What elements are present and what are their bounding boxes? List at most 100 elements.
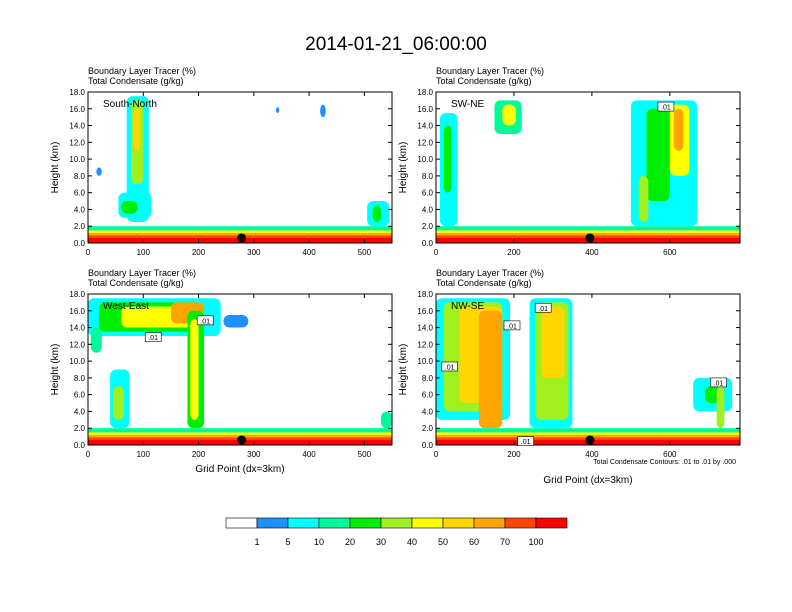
x-tick-label: 200: [192, 248, 206, 257]
y-tick-label: 8.0: [422, 374, 434, 383]
x-tick-label: 100: [137, 450, 151, 459]
y-tick-label: 10.0: [69, 357, 85, 366]
x-tick-label: 500: [358, 248, 372, 257]
y-tick-label: 6.0: [74, 391, 86, 400]
plot-frame: [87, 91, 393, 244]
y-tick-label: 4.0: [422, 407, 434, 416]
colorbar-swatch: [411, 517, 444, 529]
colorbar-swatch: [256, 517, 289, 529]
x-tick-label: 100: [137, 248, 151, 257]
contour-label-box: [441, 361, 458, 372]
y-tick-label: 0.0: [74, 441, 86, 450]
y-tick-label: 14.0: [69, 122, 85, 131]
y-tick-label: 18.0: [69, 88, 85, 97]
x-tick-label: 600: [663, 450, 677, 459]
tracer-region: [478, 310, 503, 429]
tracer-region: [646, 108, 670, 202]
y-axis-label: Height (km): [398, 142, 409, 194]
colorbar-label: 40: [407, 537, 417, 547]
y-tick-label: 10.0: [417, 357, 433, 366]
tracer-region: [380, 411, 392, 429]
y-tick-label: 2.0: [74, 222, 86, 231]
site-marker: [237, 233, 247, 243]
x-tick-label: 400: [302, 450, 316, 459]
contour-label: .01: [661, 105, 671, 112]
colorbar-label: 100: [528, 537, 543, 547]
plot-frame: [435, 293, 741, 446]
colorbar-swatch: [535, 517, 568, 529]
y-tick-label: 10.0: [417, 155, 433, 164]
field-label-tracer: Boundary Layer Tracer (%): [436, 268, 544, 278]
y-tick-label: 18.0: [69, 290, 85, 299]
x-tick-label: 300: [247, 248, 261, 257]
y-tick-label: 0.0: [422, 441, 434, 450]
plot-frame: [435, 91, 741, 244]
chart-title: 2014-01-21_06:00:00: [305, 34, 487, 55]
y-tick-label: 6.0: [74, 189, 86, 198]
y-tick-label: 18.0: [417, 88, 433, 97]
contour-label-box: [657, 101, 675, 112]
contour-label: .01: [714, 380, 724, 387]
tracer-region: [502, 104, 516, 126]
tracer-region: [90, 327, 102, 353]
x-axis-label: Grid Point (dx=3km): [195, 464, 284, 475]
y-tick-label: 14.0: [417, 122, 433, 131]
x-tick-label: 500: [358, 450, 372, 459]
panel-name: SW-NE: [451, 99, 484, 110]
site-marker: [585, 233, 595, 243]
contour-label: .01: [538, 306, 548, 313]
tracer-region: [443, 125, 452, 193]
y-tick-label: 14.0: [69, 324, 85, 333]
y-tick-label: 16.0: [69, 105, 85, 114]
contour-label-box: [503, 320, 521, 331]
contour-label: .01: [200, 318, 210, 325]
y-tick-label: 4.0: [74, 205, 86, 214]
contour-label-box: [534, 302, 552, 313]
colorbar-swatch: [318, 517, 351, 529]
colorbar-label: 1: [254, 537, 259, 547]
y-tick-label: 16.0: [417, 105, 433, 114]
colorbar-label: 20: [345, 537, 355, 547]
y-tick-label: 12.0: [417, 138, 433, 147]
y-tick-label: 4.0: [74, 407, 86, 416]
colorbar-label: 70: [500, 537, 510, 547]
tracer-region: [638, 175, 649, 223]
colorbar-label: 60: [469, 537, 479, 547]
x-tick-label: 0: [434, 248, 439, 257]
y-tick-label: 4.0: [422, 205, 434, 214]
tracer-region: [673, 108, 684, 151]
y-axis-label: Height (km): [50, 142, 61, 194]
y-tick-label: 10.0: [69, 155, 85, 164]
tracer-region: [96, 167, 102, 176]
panel-south-north: Boundary Layer Tracer (%)Total Condensat…: [50, 66, 393, 257]
site-marker: [585, 435, 595, 445]
y-axis-label: Height (km): [398, 344, 409, 396]
colorbar-label: 5: [285, 537, 290, 547]
x-tick-label: 300: [247, 450, 261, 459]
colorbar-swatch: [349, 517, 382, 529]
panel-nw-se: Boundary Layer Tracer (%)Total Condensat…: [398, 268, 741, 459]
y-tick-label: 12.0: [69, 138, 85, 147]
x-tick-label: 0: [86, 248, 91, 257]
y-tick-label: 0.0: [74, 239, 86, 248]
tracer-region: [223, 314, 249, 328]
field-label-tracer: Boundary Layer Tracer (%): [88, 268, 196, 278]
panel-name: NW-SE: [451, 301, 484, 312]
x-tick-label: 0: [86, 450, 91, 459]
field-label-tracer: Boundary Layer Tracer (%): [436, 66, 544, 76]
y-tick-label: 16.0: [417, 307, 433, 316]
field-label-tracer: Boundary Layer Tracer (%): [88, 66, 196, 76]
site-marker: [237, 435, 247, 445]
y-tick-label: 0.0: [422, 239, 434, 248]
x-tick-label: 400: [585, 248, 599, 257]
contour-label-box: [144, 332, 162, 342]
field-label-condensate: Total Condensate (g/kg): [88, 278, 184, 288]
contour-label: .01: [521, 439, 531, 446]
panel-name: West-East: [103, 301, 149, 312]
x-tick-label: 600: [663, 248, 677, 257]
contour-label-box: [517, 436, 534, 446]
y-tick-label: 14.0: [417, 324, 433, 333]
tracer-region: [112, 386, 124, 420]
contour-note: Total Condensate Contours: .01 to .01 by…: [593, 459, 736, 466]
